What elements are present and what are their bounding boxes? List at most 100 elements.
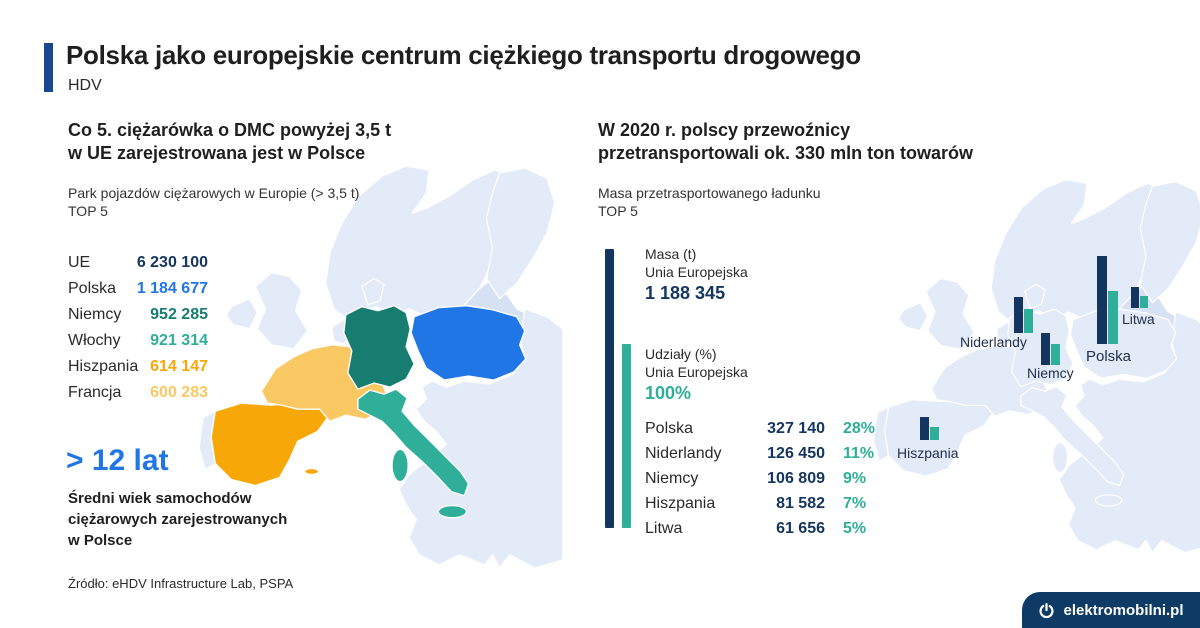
fleet-row-value: 6 230 100 <box>136 254 208 271</box>
cargo-subheading-line2: TOP 5 <box>598 203 638 219</box>
fleet-row-francja: Francja 600 283 <box>68 384 208 410</box>
map-bar-niderlandy-mass <box>1014 297 1023 333</box>
map-bar-hiszpania-share <box>930 427 939 440</box>
fleet-row-wlochy: Włochy 921 314 <box>68 332 208 358</box>
cargo-row-pct: 11% <box>843 445 875 462</box>
mass-legend-region: Unia Europejska <box>645 264 748 280</box>
source-note: Źródło: eHDV Infrastructure Lab, PSPA <box>68 576 294 591</box>
map-balearics <box>303 467 320 476</box>
page-subtitle: HDV <box>68 77 102 94</box>
map-bar-hiszpania-mass <box>920 417 929 440</box>
map-sicily <box>437 504 468 519</box>
avg-age-desc-line2: ciężarowych zarejestrowanych <box>68 511 288 528</box>
power-icon <box>1039 602 1055 618</box>
map2-poland <box>1069 308 1178 379</box>
page-title: Polska jako europejskie centrum ciężkieg… <box>66 40 861 70</box>
legend-bar-mass <box>605 249 614 528</box>
cargo-row-value: 61 656 <box>776 520 825 537</box>
map-bar-niemcy-share <box>1051 344 1060 365</box>
fleet-subheading: Park pojazdów ciężarowych w Europie (> 3… <box>68 184 359 220</box>
map-finland <box>485 167 556 300</box>
mass-legend: Masa (t) Unia Europejska 1 188 345 <box>645 245 748 302</box>
fleet-row-value: 614 147 <box>150 358 208 375</box>
cargo-row-litwa: Litwa 61 656 5% <box>645 520 875 545</box>
brand-badge[interactable]: elektromobilni.pl <box>1022 592 1200 628</box>
map2-denmark <box>1024 283 1046 309</box>
map-ireland <box>225 298 259 330</box>
cargo-row-pct: 9% <box>843 470 867 487</box>
map2-sicily <box>1094 494 1123 507</box>
map-bar-litwa-share <box>1140 296 1148 308</box>
map-bar-niemcy-mass <box>1041 333 1050 365</box>
fleet-heading-line1: Co 5. ciężarówka o DMC powyżej 3,5 t <box>68 120 392 140</box>
cargo-row-value: 126 450 <box>767 445 825 462</box>
map2-italy <box>1020 386 1125 487</box>
brand-name: elektromobilni.pl <box>1063 601 1184 619</box>
mass-legend-value: 1 188 345 <box>645 283 726 303</box>
avg-age-desc-line3: w Polsce <box>68 532 133 549</box>
map-uk <box>254 271 309 350</box>
fleet-subheading-line2: TOP 5 <box>68 203 108 219</box>
cargo-row-hiszpania: Hiszpania 81 582 7% <box>645 495 875 520</box>
map-eastern-europe <box>398 308 564 569</box>
fleet-heading-line2: w UE zarejestrowana jest w Polsce <box>68 143 366 163</box>
cargo-table: Polska 327 140 28% Niderlandy 126 450 11… <box>645 420 875 545</box>
map-italy <box>357 388 470 497</box>
fleet-row-niemcy: Niemcy 952 285 <box>68 306 208 332</box>
cargo-row-value: 327 140 <box>767 420 825 437</box>
share-legend-title: Udziały (%) <box>645 346 717 362</box>
map-sardinia <box>391 448 409 483</box>
map-bar-polska-share <box>1108 291 1118 344</box>
cargo-row-value: 106 809 <box>767 470 825 487</box>
fleet-row-value: 600 283 <box>150 384 208 401</box>
map-label-litwa: Litwa <box>1122 311 1155 327</box>
cargo-row-value: 81 582 <box>776 495 825 512</box>
cargo-row-label: Niemcy <box>645 470 699 487</box>
cargo-row-pct: 7% <box>843 495 867 512</box>
cargo-row-polska: Polska 327 140 28% <box>645 420 875 445</box>
cargo-row-pct: 5% <box>843 520 867 537</box>
map-label-niemcy: Niemcy <box>1027 365 1074 381</box>
map2-sardinia <box>1052 441 1069 474</box>
map-label-polska: Polska <box>1086 348 1132 365</box>
cargo-row-label: Polska <box>645 420 694 437</box>
legend-bar-share <box>622 344 631 528</box>
fleet-row-label: Włochy <box>68 332 121 349</box>
map2-ireland <box>898 302 929 332</box>
cargo-row-niemcy: Niemcy 106 809 9% <box>645 470 875 495</box>
fleet-row-label: UE <box>68 254 91 271</box>
avg-age-value: > 12 lat <box>66 444 169 477</box>
mass-legend-title: Masa (t) <box>645 246 697 262</box>
cargo-row-label: Niderlandy <box>645 445 722 462</box>
avg-age-desc-line1: Średni wiek samochodów <box>68 490 252 507</box>
fleet-row-value: 952 285 <box>150 306 208 323</box>
cargo-heading-line1: W 2020 r. polscy przewoźnicy <box>598 120 851 140</box>
map-label-niderlandy: Niderlandy <box>960 334 1027 350</box>
fleet-row-label: Polska <box>68 280 117 297</box>
map-poland <box>410 305 527 381</box>
fleet-row-hiszpania: Hiszpania 614 147 <box>68 358 208 384</box>
map-bar-polska-mass <box>1097 256 1107 344</box>
fleet-row-ue: UE 6 230 100 <box>68 254 208 280</box>
cargo-row-label: Hiszpania <box>645 495 716 512</box>
map2-finland <box>1139 180 1200 304</box>
title-accent-bar <box>44 43 53 92</box>
europe-map-fleet <box>198 165 564 569</box>
cargo-subheading: Masa przetrasportowanego ładunku TOP 5 <box>598 184 821 220</box>
fleet-row-value: 921 314 <box>150 332 208 349</box>
cargo-heading: W 2020 r. polscy przewoźnicy przetranspo… <box>598 119 973 165</box>
cargo-heading-line2: przetransportowali ok. 330 mln ton towar… <box>598 143 974 163</box>
cargo-row-pct: 28% <box>843 420 876 437</box>
fleet-row-label: Hiszpania <box>68 358 139 375</box>
europe-map-cargo <box>872 179 1200 554</box>
map-denmark <box>361 277 385 306</box>
fleet-row-label: Francja <box>68 384 122 401</box>
share-legend-value: 100% <box>645 383 692 403</box>
fleet-row-value: 1 184 677 <box>136 280 208 297</box>
map2-eastern-europe <box>1058 311 1200 554</box>
map-bar-niderlandy-share <box>1024 309 1033 333</box>
cargo-row-niderlandy: Niderlandy 126 450 11% <box>645 445 875 470</box>
cargo-subheading-line1: Masa przetrasportowanego ładunku <box>598 185 821 201</box>
map-bar-litwa-mass <box>1131 287 1139 308</box>
